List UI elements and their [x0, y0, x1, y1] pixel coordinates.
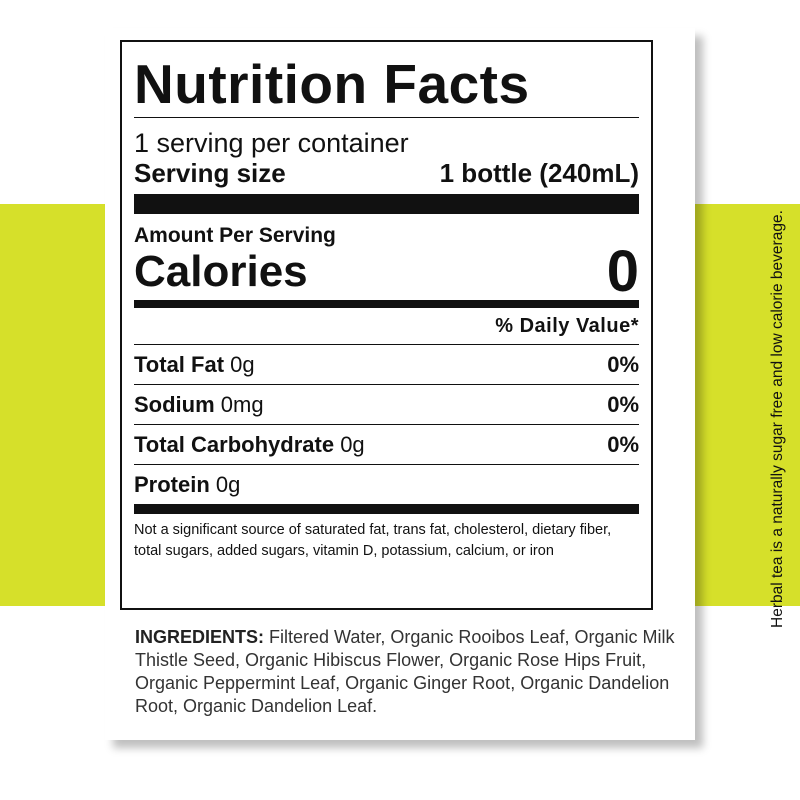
servings-per-container: 1 serving per container: [134, 128, 409, 158]
nutrient-dv: 0%: [607, 352, 639, 377]
nutrient-amount: 0g: [230, 352, 255, 377]
divider-medium: [134, 300, 639, 308]
ingredients-heading: INGREDIENTS:: [135, 627, 265, 647]
label-card: Nutrition Facts 1 serving per container …: [105, 28, 786, 740]
nutrient-name: Protein: [134, 472, 210, 497]
nutrient-amount: 0g: [340, 432, 365, 457]
nutrient-amount: 0mg: [220, 392, 264, 417]
panel-title: Nutrition Facts: [134, 52, 639, 118]
ingredients: INGREDIENTS: Filtered Water, Organic Roo…: [135, 626, 675, 718]
calories-value: 0: [606, 239, 639, 304]
nutrient-row: Protein 0g: [134, 465, 639, 504]
serving-size-label: Serving size: [134, 158, 286, 188]
divider-thick: [134, 504, 639, 514]
side-note: Herbal tea is a naturally sugar free and…: [769, 210, 786, 628]
nutrient-dv: 0%: [607, 432, 639, 457]
nutrient-amount: 0g: [215, 472, 241, 497]
nutrition-facts-panel: Nutrition Facts 1 serving per container …: [120, 40, 653, 610]
daily-value-header: % Daily Value*: [134, 308, 639, 345]
nutrient-dv: 0%: [607, 392, 639, 417]
divider-thick: [134, 194, 639, 214]
ingredients-text: Filtered Water, Organic Rooibos Leaf, Or…: [135, 627, 675, 716]
nutrient-row: Sodium 0mg 0%: [134, 385, 639, 425]
serving-size: Serving size 1 bottle (240mL): [134, 158, 639, 188]
nutrient-name: Total Carbohydrate: [134, 432, 335, 457]
calories-row: Calories 0: [134, 239, 639, 304]
nutrient-name: Sodium: [134, 392, 215, 417]
nutrient-row: Total Carbohydrate 0g 0%: [134, 425, 639, 465]
calories-label: Calories: [134, 247, 308, 296]
serving-size-value: 1 bottle (240mL): [439, 158, 639, 188]
amount-per-serving: Amount Per Serving: [134, 224, 336, 247]
nutrient-name: Total Fat: [134, 352, 225, 377]
nutrient-row: Total Fat 0g 0%: [134, 345, 639, 385]
footnote: Not a significant source of saturated fa…: [134, 522, 612, 559]
